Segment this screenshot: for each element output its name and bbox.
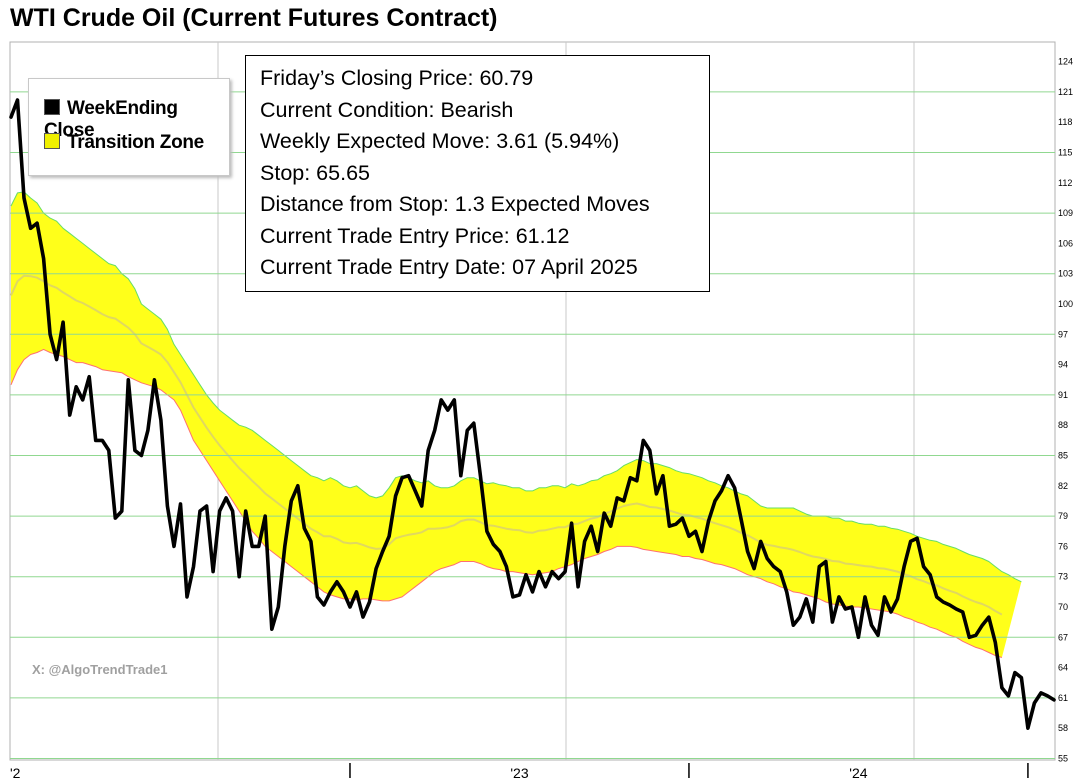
y-tick-label: 115 <box>1058 148 1072 158</box>
y-tick-label: 70 <box>1058 602 1068 612</box>
y-tick-label: 109 <box>1058 208 1073 218</box>
transition-zone-upper-edge <box>10 191 1022 583</box>
y-tick-label: 67 <box>1058 632 1068 642</box>
info-closing-price: Friday’s Closing Price: 60.79 <box>260 66 534 90</box>
watermark-handle: X: @AlgoTrendTrade1 <box>32 662 168 677</box>
chart-legend: WeekEnding Close Transition Zone <box>28 78 230 176</box>
y-tick-label: 106 <box>1058 238 1073 248</box>
y-tick-label: 100 <box>1058 299 1073 309</box>
y-tick-label: 124 <box>1058 57 1073 67</box>
y-tick-label: 79 <box>1058 511 1068 521</box>
x-tick-label: '23 <box>510 765 528 781</box>
legend-swatch-zone <box>44 132 60 149</box>
price-series <box>9 98 1056 730</box>
y-tick-label: 112 <box>1058 178 1072 188</box>
y-tick-label: 58 <box>1058 723 1068 733</box>
y-tick-label: 97 <box>1058 329 1068 339</box>
y-tick-label: 118 <box>1058 117 1072 127</box>
y-tick-label: 94 <box>1058 360 1068 370</box>
y-tick-label: 82 <box>1058 481 1068 491</box>
info-expected-move: Weekly Expected Move: 3.61 (5.94%) <box>260 129 620 153</box>
plot-frame <box>9 41 1056 761</box>
x-axis: '2 '23 '24 <box>10 763 1029 781</box>
y-tick-label: 61 <box>1058 693 1068 703</box>
info-box: Friday’s Closing Price: 60.79 Current Co… <box>245 55 710 292</box>
horizontal-gridlines <box>10 91 1055 759</box>
legend-label: WeekEnding Close <box>44 98 178 141</box>
price-line-weekending-close <box>9 98 1056 730</box>
x-tick-label: '2 <box>10 765 21 781</box>
y-tick-label: 121 <box>1058 87 1073 97</box>
info-condition: Current Condition: Bearish <box>260 97 514 122</box>
y-tick-label: 64 <box>1058 663 1068 673</box>
y-tick-label: 76 <box>1058 541 1068 551</box>
legend-label: Transition Zone <box>67 132 204 153</box>
legend-item-transition-zone: Transition Zone <box>44 132 204 154</box>
y-tick-label: 103 <box>1058 269 1073 279</box>
plot-border <box>9 41 1056 761</box>
y-axis: 55 58 61 64 67 70 73 76 79 82 85 88 91 94 97 100 103 106 1… <box>1058 57 1073 764</box>
legend-swatch-close <box>44 98 60 115</box>
chart-title: WTI Crude Oil (Current Futures Contract) <box>10 4 498 32</box>
info-stop: Stop: 65.65 <box>260 160 370 185</box>
y-tick-label: 88 <box>1058 420 1068 430</box>
info-entry-date: Current Trade Entry Date: 07 April 2025 <box>260 255 638 279</box>
legend-item-weekending-close: WeekEnding Close <box>44 98 229 141</box>
transition-zone-midline <box>10 274 1003 616</box>
y-tick-label: 55 <box>1058 754 1068 764</box>
transition-zone-fill <box>11 191 1022 658</box>
y-tick-label: 85 <box>1058 451 1068 461</box>
x-tick-label: '24 <box>849 765 867 781</box>
y-tick-label: 91 <box>1058 390 1068 400</box>
info-distance-from-stop: Distance from Stop: 1.3 Expected Moves <box>260 192 650 216</box>
info-entry-price: Current Trade Entry Price: 61.12 <box>260 223 570 248</box>
y-tick-label: 73 <box>1058 572 1068 582</box>
